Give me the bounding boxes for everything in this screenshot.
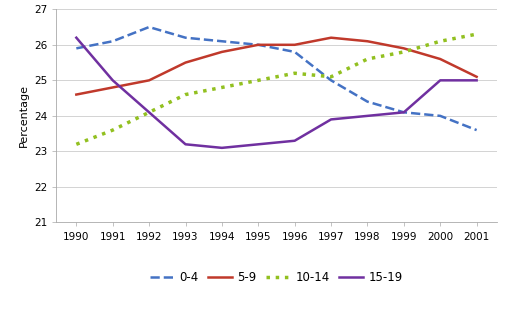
0-4	[73, 47, 79, 50]
5-9	[401, 47, 407, 50]
15-19	[474, 78, 480, 82]
5-9	[474, 75, 480, 79]
5-9	[365, 40, 371, 43]
15-19	[255, 142, 261, 146]
15-19	[437, 78, 443, 82]
10-14	[146, 111, 152, 114]
10-14	[328, 75, 334, 79]
15-19	[146, 111, 152, 114]
5-9	[110, 86, 116, 89]
15-19	[328, 118, 334, 121]
5-9	[73, 93, 79, 96]
0-4	[146, 25, 152, 29]
0-4	[219, 40, 225, 43]
0-4	[110, 40, 116, 43]
10-14	[110, 128, 116, 132]
5-9	[437, 57, 443, 61]
15-19	[110, 78, 116, 82]
5-9	[255, 43, 261, 47]
15-19	[219, 146, 225, 150]
Line: 5-9: 5-9	[76, 38, 477, 95]
15-19	[401, 111, 407, 114]
15-19	[182, 142, 188, 146]
Line: 15-19: 15-19	[76, 38, 477, 148]
5-9	[182, 61, 188, 65]
Line: 0-4: 0-4	[76, 27, 477, 130]
10-14	[292, 71, 298, 75]
0-4	[328, 78, 334, 82]
0-4	[292, 50, 298, 54]
10-14	[73, 142, 79, 146]
Legend: 0-4, 5-9, 10-14, 15-19: 0-4, 5-9, 10-14, 15-19	[145, 267, 408, 289]
5-9	[292, 43, 298, 47]
10-14	[182, 93, 188, 96]
5-9	[328, 36, 334, 40]
0-4	[401, 111, 407, 114]
10-14	[474, 32, 480, 36]
10-14	[255, 78, 261, 82]
5-9	[146, 78, 152, 82]
0-4	[474, 128, 480, 132]
Y-axis label: Percentage: Percentage	[18, 84, 29, 147]
10-14	[437, 40, 443, 43]
5-9	[219, 50, 225, 54]
0-4	[182, 36, 188, 40]
15-19	[292, 139, 298, 143]
0-4	[255, 43, 261, 47]
0-4	[365, 100, 371, 104]
0-4	[437, 114, 443, 118]
10-14	[219, 86, 225, 89]
Line: 10-14: 10-14	[76, 34, 477, 144]
15-19	[73, 36, 79, 40]
10-14	[401, 50, 407, 54]
10-14	[365, 57, 371, 61]
15-19	[365, 114, 371, 118]
